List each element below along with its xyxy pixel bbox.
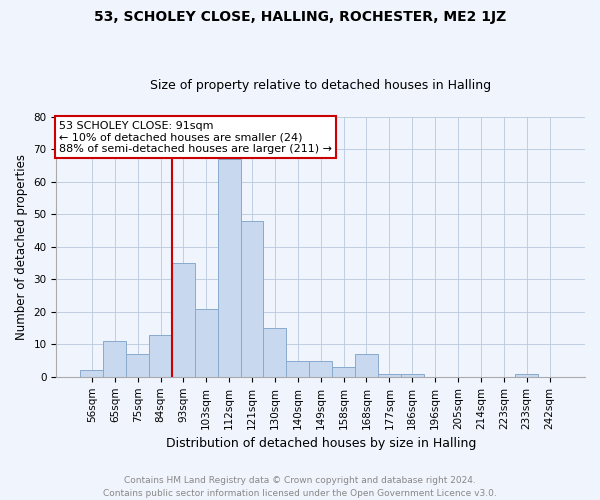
- Bar: [355, 354, 378, 377]
- Text: 53 SCHOLEY CLOSE: 91sqm
← 10% of detached houses are smaller (24)
88% of semi-de: 53 SCHOLEY CLOSE: 91sqm ← 10% of detache…: [59, 120, 332, 154]
- Bar: [218, 159, 241, 377]
- Bar: [195, 308, 218, 377]
- Bar: [80, 370, 103, 377]
- Bar: [103, 341, 126, 377]
- Bar: [401, 374, 424, 377]
- Bar: [172, 263, 195, 377]
- Bar: [309, 360, 332, 377]
- Bar: [286, 360, 309, 377]
- X-axis label: Distribution of detached houses by size in Halling: Distribution of detached houses by size …: [166, 437, 476, 450]
- Bar: [263, 328, 286, 377]
- Y-axis label: Number of detached properties: Number of detached properties: [15, 154, 28, 340]
- Bar: [241, 221, 263, 377]
- Text: 53, SCHOLEY CLOSE, HALLING, ROCHESTER, ME2 1JZ: 53, SCHOLEY CLOSE, HALLING, ROCHESTER, M…: [94, 10, 506, 24]
- Bar: [149, 334, 172, 377]
- Bar: [332, 367, 355, 377]
- Text: Contains HM Land Registry data © Crown copyright and database right 2024.
Contai: Contains HM Land Registry data © Crown c…: [103, 476, 497, 498]
- Bar: [515, 374, 538, 377]
- Bar: [378, 374, 401, 377]
- Bar: [126, 354, 149, 377]
- Title: Size of property relative to detached houses in Halling: Size of property relative to detached ho…: [150, 79, 491, 92]
